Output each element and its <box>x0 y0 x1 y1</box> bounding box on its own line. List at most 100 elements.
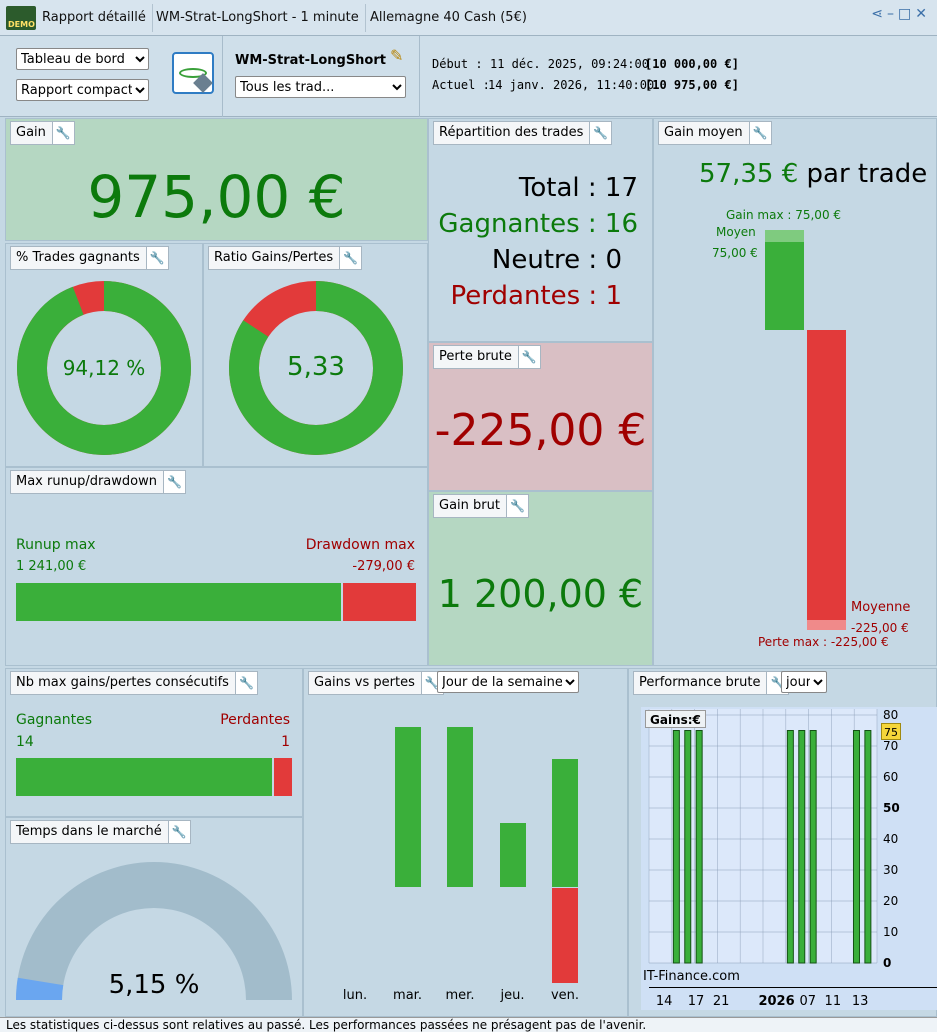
perf-bar <box>852 730 860 964</box>
trades-select[interactable]: Tous les trad... <box>235 76 406 98</box>
avg-loss-bar <box>807 330 846 630</box>
ratio-title: Ratio Gains/Pertes 🔧 <box>208 246 363 270</box>
moyen-value: 75,00 € <box>712 246 758 260</box>
wrench-icon[interactable]: 🔧 <box>51 122 74 144</box>
current-value: 14 janv. 2026, 11:40:00 <box>488 78 655 92</box>
moyenne-value: -225,00 € <box>851 621 909 635</box>
current-label: Actuel : <box>432 78 490 92</box>
perf-bar <box>798 730 806 964</box>
gauge-track <box>16 862 292 1000</box>
gvp-gain-bar-1 <box>394 727 421 887</box>
drawdown-value: -279,00 € <box>352 559 415 574</box>
start-value: 11 déc. 2025, 09:24:00 <box>490 57 649 71</box>
wrench-icon[interactable]: 🔧 <box>234 672 257 694</box>
perte-brute-panel: Perte brute 🔧 -225,00 € <box>428 342 653 491</box>
perf-y-tick: 20 <box>883 894 898 908</box>
perf-bar <box>695 730 703 964</box>
gvp-loss-bar-4 <box>552 888 578 983</box>
max-loss-marker <box>807 620 846 630</box>
perf-bar <box>864 730 872 964</box>
perte-max-label: Perte max : -225,00 € <box>758 635 889 649</box>
perf-panel: Performance brute 🔧 jour 80 70 60 50 40 30 20 10… <box>628 668 937 1017</box>
gvp-panel: Gains vs pertes 🔧 Jour de la semaine lun.… <box>303 668 628 1017</box>
moyen-label: Moyen <box>716 225 756 239</box>
minimize-icon[interactable]: – <box>887 6 899 22</box>
temps-title: Temps dans le marché 🔧 <box>10 820 191 844</box>
perf-bar <box>786 730 794 964</box>
wrench-icon[interactable]: 🔧 <box>167 821 190 843</box>
gvp-day-label-1: mar. <box>393 988 422 1003</box>
consec-win-label: Gagnantes <box>16 712 93 728</box>
moyenne-label: Moyenne <box>851 600 911 615</box>
edit-pencil-icon[interactable]: ✎ <box>390 46 404 65</box>
perf-watermark: IT-Finance.com <box>643 969 740 984</box>
drawdown-bar <box>342 583 416 621</box>
current-capital: [10 975,00 €] <box>645 78 739 92</box>
winning-trades: Gagnantes : 16 <box>438 209 638 239</box>
perf-y-tick: 0 <box>883 956 891 970</box>
donut-win-arc <box>17 281 191 455</box>
consec-win-bar <box>16 758 272 796</box>
consec-loss-label: Perdantes <box>220 712 290 728</box>
gain-max-label: Gain max : 75,00 € <box>726 208 842 222</box>
gvp-period-select[interactable]: Jour de la semaine <box>437 671 579 693</box>
gain-brut-title: Gain brut 🔧 <box>433 494 529 518</box>
perf-y-tick: 60 <box>883 770 898 784</box>
gauge-fill <box>16 977 64 1000</box>
perf-x-tick: 11 <box>825 994 842 1009</box>
perf-current-value-badge: 75 <box>881 723 901 740</box>
view-select[interactable]: Tableau de bord <box>16 48 149 70</box>
perf-x-tick: 14 <box>656 994 673 1009</box>
consec-win-value: 14 <box>16 734 34 750</box>
donut-gain-arc <box>229 281 403 455</box>
total-trades: Total : 17 <box>518 173 638 203</box>
wrench-icon[interactable]: 🔧 <box>145 247 168 269</box>
perf-x-axis-line <box>649 987 937 988</box>
start-capital: [10 000,00 €] <box>645 57 739 71</box>
runup-bar <box>16 583 341 621</box>
perf-y-tick: 80 <box>883 708 898 722</box>
perf-bar <box>809 730 817 964</box>
runup-label: Runup max <box>16 537 96 553</box>
perf-period-select[interactable]: jour <box>781 671 827 693</box>
gvp-day-label-4: ven. <box>550 988 580 1003</box>
tab-instrument[interactable]: Allemagne 40 Cash (5€) <box>370 10 527 25</box>
gvp-gain-bar-2 <box>447 727 473 887</box>
tab-rapport-detaille[interactable]: Rapport détaillé <box>36 4 153 32</box>
perf-x-tick: 2026 <box>758 994 794 1009</box>
consecutive-panel: Nb max gains/pertes consécutifs 🔧 Gagnant… <box>5 668 303 817</box>
close-icon[interactable]: ✕ <box>915 6 931 22</box>
wrench-icon[interactable]: 🔧 <box>589 122 612 144</box>
win-pct-value: 94,12 % <box>62 356 146 380</box>
perf-bar <box>672 730 680 964</box>
gain-panel: Gain 🔧 975,00 € <box>5 118 428 241</box>
repartition-panel: Répartition des trades 🔧 Total : 17 Gagna… <box>428 118 653 342</box>
wrench-icon[interactable]: 🔧 <box>748 122 771 144</box>
perf-x-tick: 21 <box>713 994 730 1009</box>
temps-value: 5,15 % <box>108 970 200 1000</box>
report-select[interactable]: Rapport compact <box>16 79 149 101</box>
tab-strategy[interactable]: WM-Strat-LongShort - 1 minute <box>150 4 366 32</box>
perf-legend: Gains:€ <box>645 710 706 728</box>
report-settings-icon[interactable] <box>172 52 214 94</box>
window-controls: ⋖–□✕ <box>871 6 931 22</box>
wrench-icon[interactable]: 🔧 <box>339 247 362 269</box>
wrench-icon[interactable]: 🔧 <box>517 346 540 368</box>
perf-x-tick: 17 <box>688 994 705 1009</box>
gain-value: 975,00 € <box>87 163 346 231</box>
title-bar: DEMO Rapport détaillé WM-Strat-LongShort… <box>0 0 937 36</box>
runup-value: 1 241,00 € <box>16 559 87 574</box>
drawdown-label: Drawdown max <box>305 537 415 553</box>
wrench-icon[interactable]: 🔧 <box>162 471 185 493</box>
perf-title: Performance brute 🔧 <box>633 671 790 695</box>
runup-title: Max runup/drawdown 🔧 <box>10 470 186 494</box>
gain-moyen-title: Gain moyen 🔧 <box>658 121 772 145</box>
perf-y-tick: 40 <box>883 832 898 846</box>
maximize-icon[interactable]: □ <box>898 6 916 22</box>
share-icon[interactable]: ⋖ <box>871 6 888 22</box>
gvp-gain-bar-3 <box>499 823 526 887</box>
gvp-chart: lun. mar. mer. jeu. ven. <box>304 669 629 1018</box>
perf-y-tick: 70 <box>883 739 898 753</box>
wrench-icon[interactable]: 🔧 <box>505 495 528 517</box>
gvp-day-label-2: mer. <box>445 988 475 1003</box>
